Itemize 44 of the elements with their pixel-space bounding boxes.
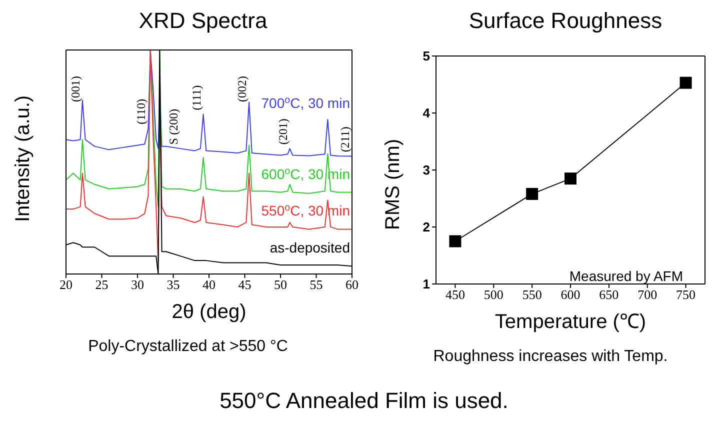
annotation: (201): [276, 118, 290, 145]
x-tick-label: 450: [445, 287, 465, 302]
x-tick-label: 750: [676, 287, 696, 302]
x-tick-label: 20: [60, 277, 72, 292]
x-tick-label: 45: [238, 277, 252, 292]
x-tick-label: 30: [131, 277, 144, 292]
y-tick-label: 5: [422, 48, 430, 64]
x-tick-label: 40: [202, 277, 216, 292]
x-tick-label: 650: [599, 287, 619, 302]
annotation: (001): [68, 76, 82, 102]
annotation: S (200): [166, 108, 180, 145]
annotation: Measured by AFM: [569, 268, 683, 284]
x-axis-title: Temperature (℃): [494, 311, 646, 333]
x-tick-label: 550: [522, 287, 542, 302]
annotation: (111): [189, 85, 204, 110]
annotation: (110): [134, 98, 148, 124]
text: Poly-Crystallized at >550 °C: [87, 338, 289, 356]
point: [449, 235, 462, 248]
y-tick-label: 1: [422, 276, 430, 292]
point: [526, 188, 538, 200]
x-tick-label: 55: [310, 277, 323, 292]
x-tick-label: 35: [166, 277, 180, 292]
text: 550°C Annealed Film is used.: [218, 388, 510, 414]
annotation: (002): [235, 76, 250, 102]
x-tick-label: 600: [560, 287, 580, 302]
series-label: 700$^{o}$C, 30 min: [261, 94, 350, 112]
y-axis-title: Intensity (a.u.): [12, 95, 34, 222]
text: Roughness increases with Temp.: [432, 348, 669, 366]
y-tick-label: 4: [422, 106, 431, 121]
point: [680, 76, 692, 89]
series-label: as-deposited: [270, 240, 350, 256]
y-tick-label: 3: [422, 162, 430, 178]
point: [564, 172, 576, 185]
x-tick-label: 60: [346, 277, 358, 292]
x-tick-label: 500: [484, 287, 504, 302]
x-tick-label: 50: [274, 277, 287, 292]
x-tick-label: 700: [638, 287, 658, 302]
annotation: (211): [338, 126, 352, 152]
x-axis-title: 2θ (deg): [172, 301, 246, 323]
y-axis-title: RMS (nm): [382, 138, 404, 230]
x-tick-label: 25: [95, 277, 108, 292]
y-tick-label: 2: [422, 220, 430, 235]
chart-title: Surface Roughness: [468, 8, 664, 35]
chart-title: XRD Spectra: [138, 8, 268, 35]
